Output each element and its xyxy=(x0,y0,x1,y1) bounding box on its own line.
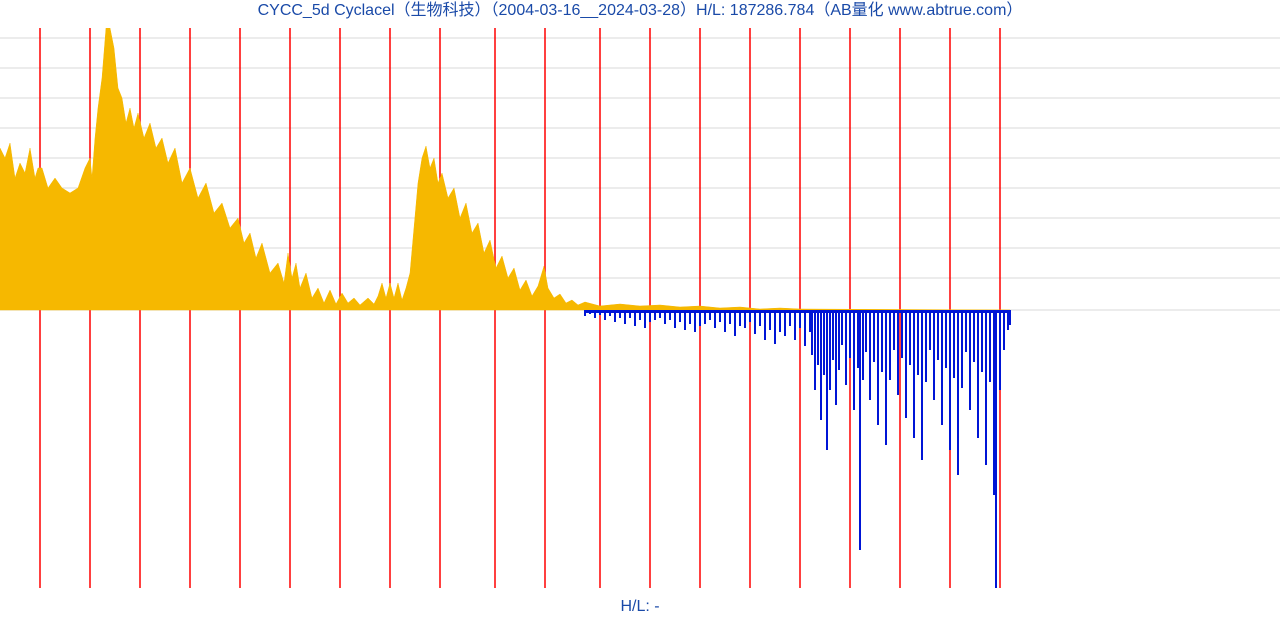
chart-plot xyxy=(0,28,1280,588)
chart-footer: H/L: - xyxy=(0,598,1280,616)
chart-title: CYCC_5d Cyclacel（生物科技）（2004-03-16__2024-… xyxy=(0,0,1280,22)
chart-svg xyxy=(0,28,1280,588)
